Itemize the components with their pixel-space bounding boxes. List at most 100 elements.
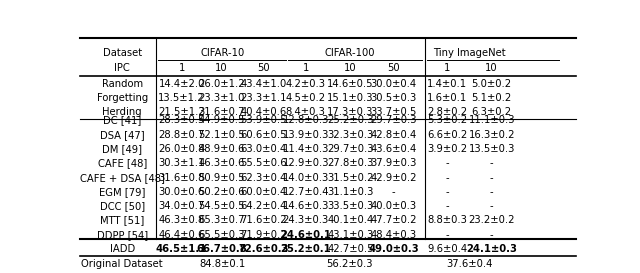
Text: 4.5±0.2: 4.5±0.2 (285, 93, 326, 103)
Text: -: - (490, 230, 493, 240)
Text: 14.0±0.3: 14.0±0.3 (282, 173, 329, 183)
Text: 62.3±0.4: 62.3±0.4 (241, 173, 287, 183)
Text: 6.3±0.2: 6.3±0.2 (472, 107, 512, 117)
Text: 56.2±0.3: 56.2±0.3 (326, 259, 373, 269)
Text: 1: 1 (444, 63, 450, 73)
Text: CIFAR-100: CIFAR-100 (324, 48, 375, 58)
Text: 1.4±0.1: 1.4±0.1 (427, 79, 467, 89)
Text: 60.6±0.5: 60.6±0.5 (240, 130, 287, 140)
Text: 8.8±0.3: 8.8±0.3 (427, 215, 467, 225)
Text: 3.9±0.2: 3.9±0.2 (427, 144, 467, 154)
Text: DCC [50]: DCC [50] (100, 201, 145, 211)
Text: 2.8±0.2: 2.8±0.2 (427, 107, 467, 117)
Text: 29.7±0.3: 29.7±0.3 (327, 144, 374, 154)
Text: 5.0±0.2: 5.0±0.2 (472, 79, 512, 89)
Text: 12.8±0.3: 12.8±0.3 (282, 115, 329, 125)
Text: 21.5±1.2: 21.5±1.2 (158, 107, 205, 117)
Text: 50: 50 (257, 63, 270, 73)
Text: 48.9±0.6: 48.9±0.6 (198, 144, 244, 154)
Text: 47.7±0.2: 47.7±0.2 (370, 215, 417, 225)
Text: 46.4±0.6: 46.4±0.6 (159, 230, 205, 240)
Text: 16.3±0.2: 16.3±0.2 (468, 130, 515, 140)
Text: -: - (445, 201, 449, 211)
Text: IADD: IADD (109, 244, 135, 254)
Text: 17.3±0.3: 17.3±0.3 (327, 107, 374, 117)
Text: 46.3±0.8: 46.3±0.8 (159, 215, 205, 225)
Text: 71.6±0.2: 71.6±0.2 (240, 215, 287, 225)
Text: 14.6±0.3: 14.6±0.3 (282, 201, 329, 211)
Text: 31.6±0.8: 31.6±0.8 (159, 173, 205, 183)
Text: 65.3±0.7: 65.3±0.7 (198, 215, 244, 225)
Text: 55.5±0.6: 55.5±0.6 (240, 158, 287, 168)
Text: -: - (392, 187, 396, 197)
Text: 64.2±0.4: 64.2±0.4 (241, 201, 287, 211)
Text: 12.9±0.3: 12.9±0.3 (282, 158, 329, 168)
Text: 44.9±0.5: 44.9±0.5 (198, 115, 244, 125)
Text: -: - (445, 230, 449, 240)
Text: 31.1±0.3: 31.1±0.3 (327, 187, 374, 197)
Text: 40.4±0.6: 40.4±0.6 (241, 107, 287, 117)
Text: 1: 1 (303, 63, 309, 73)
Text: 6.6±0.2: 6.6±0.2 (427, 130, 467, 140)
Text: 63.0±0.4: 63.0±0.4 (241, 144, 287, 154)
Text: CAFE + DSA [48]: CAFE + DSA [48] (80, 173, 164, 183)
Text: 31.6±0.7: 31.6±0.7 (198, 107, 244, 117)
Text: EGM [79]: EGM [79] (99, 187, 145, 197)
Text: 30.5±0.3: 30.5±0.3 (371, 93, 417, 103)
Text: 48.4±0.3: 48.4±0.3 (371, 230, 417, 240)
Text: 71.9±0.2: 71.9±0.2 (240, 230, 287, 240)
Text: DC [41]: DC [41] (103, 115, 141, 125)
Text: 50.9±0.5: 50.9±0.5 (198, 173, 244, 183)
Text: 66.7±0.8: 66.7±0.8 (196, 244, 247, 254)
Text: 23.3±1.0: 23.3±1.0 (198, 93, 244, 103)
Text: 13.5±1.2: 13.5±1.2 (158, 93, 205, 103)
Text: DDPP [54]: DDPP [54] (97, 230, 148, 240)
Text: 10: 10 (485, 63, 498, 73)
Text: 30.3±1.1: 30.3±1.1 (159, 158, 205, 168)
Text: 14.4±2.0: 14.4±2.0 (159, 79, 205, 89)
Text: 24.6±0.1: 24.6±0.1 (280, 230, 331, 240)
Text: 25.2±0.1: 25.2±0.1 (280, 244, 331, 254)
Text: 53.9±0.5: 53.9±0.5 (240, 115, 287, 125)
Text: 5.3±0.2: 5.3±0.2 (427, 115, 467, 125)
Text: 34.0±0.7: 34.0±0.7 (159, 201, 205, 211)
Text: Original Dataset: Original Dataset (81, 259, 163, 269)
Text: -: - (490, 173, 493, 183)
Text: 43.6±0.4: 43.6±0.4 (371, 144, 417, 154)
Text: 42.8±0.4: 42.8±0.4 (371, 130, 417, 140)
Text: 43.1±0.3: 43.1±0.3 (327, 230, 374, 240)
Text: IPC: IPC (115, 63, 130, 73)
Text: -: - (445, 187, 449, 197)
Text: 42.7±0.5: 42.7±0.5 (327, 244, 374, 254)
Text: Herding: Herding (102, 107, 142, 117)
Text: 42.9±0.2: 42.9±0.2 (370, 173, 417, 183)
Text: 25.2±0.3: 25.2±0.3 (327, 115, 374, 125)
Text: 31.5±0.2: 31.5±0.2 (327, 173, 374, 183)
Text: 10: 10 (215, 63, 228, 73)
Text: -: - (490, 187, 493, 197)
Text: DM [49]: DM [49] (102, 144, 142, 154)
Text: 11.4±0.3: 11.4±0.3 (282, 144, 329, 154)
Text: 26.0±0.8: 26.0±0.8 (159, 144, 205, 154)
Text: CIFAR-10: CIFAR-10 (200, 48, 244, 58)
Text: 27.8±0.3: 27.8±0.3 (327, 158, 374, 168)
Text: 1.6±0.1: 1.6±0.1 (427, 93, 467, 103)
Text: 5.1±0.2: 5.1±0.2 (472, 93, 512, 103)
Text: Random: Random (102, 79, 143, 89)
Text: -: - (445, 158, 449, 168)
Text: 28.3±0.5: 28.3±0.5 (159, 115, 205, 125)
Text: 1: 1 (179, 63, 185, 73)
Text: 9.6±0.4: 9.6±0.4 (427, 244, 467, 254)
Text: 37.6±0.4: 37.6±0.4 (446, 259, 493, 269)
Text: 33.5±0.3: 33.5±0.3 (327, 201, 374, 211)
Text: 10: 10 (344, 63, 356, 73)
Text: CAFE [48]: CAFE [48] (97, 158, 147, 168)
Text: 28.8±0.7: 28.8±0.7 (159, 130, 205, 140)
Text: 23.2±0.2: 23.2±0.2 (468, 215, 515, 225)
Text: 46.5±1.1: 46.5±1.1 (156, 244, 207, 254)
Text: Forgetting: Forgetting (97, 93, 148, 103)
Text: DSA [47]: DSA [47] (100, 130, 145, 140)
Text: -: - (490, 158, 493, 168)
Text: MTT [51]: MTT [51] (100, 215, 144, 225)
Text: 54.5±0.5: 54.5±0.5 (198, 201, 244, 211)
